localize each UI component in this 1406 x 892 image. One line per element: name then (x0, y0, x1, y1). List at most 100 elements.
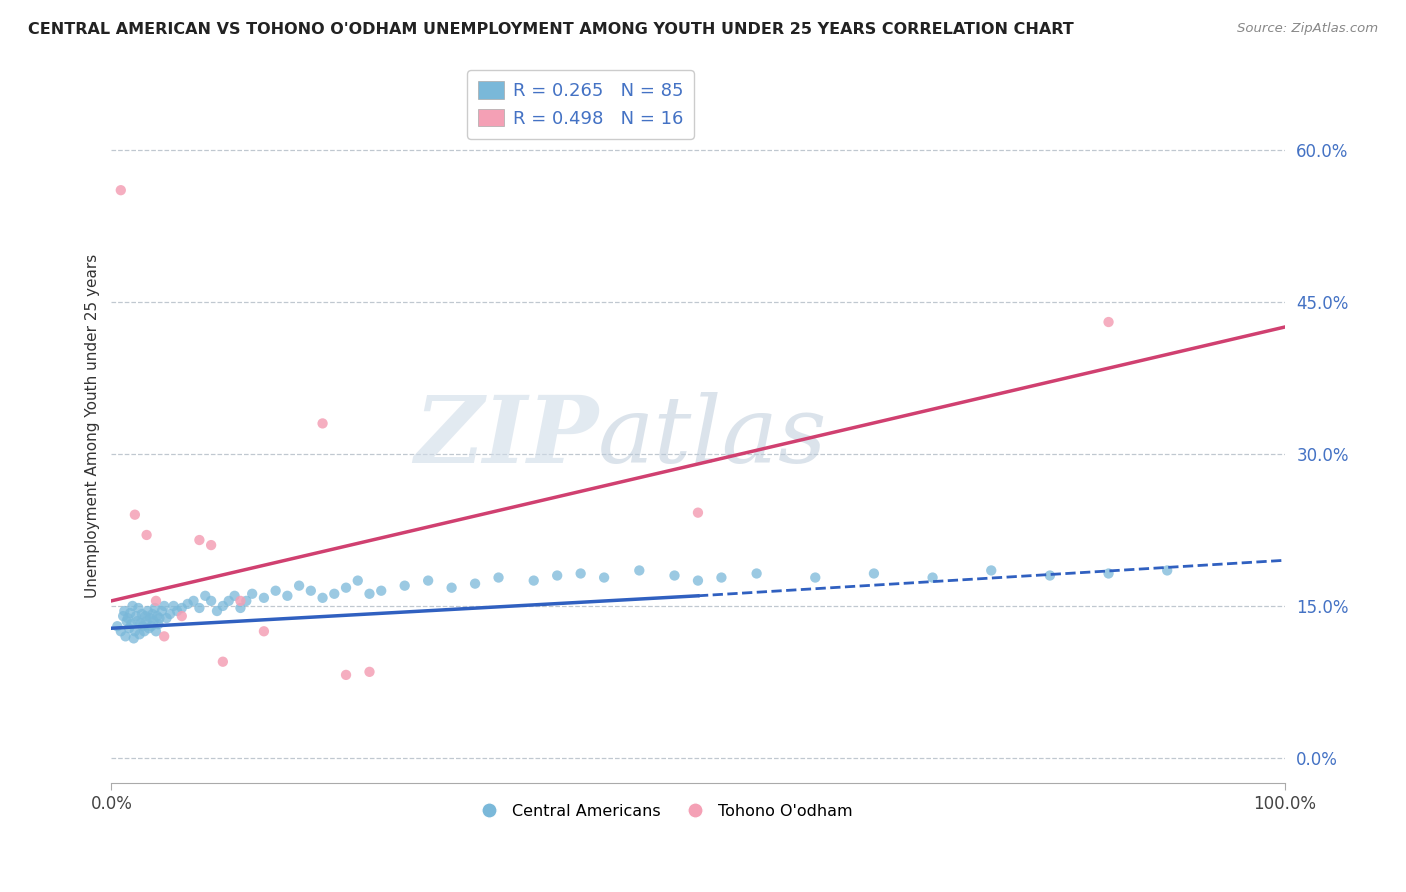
Point (148, 617, 170, 632)
Point (346, 574, 368, 588)
Point (134, 609, 156, 624)
Point (136, 604, 159, 618)
Point (145, 624, 167, 639)
Point (124, 624, 146, 639)
Point (162, 599, 184, 613)
Point (134, 624, 156, 639)
Point (170, 601, 193, 615)
Point (440, 581, 463, 595)
Point (127, 601, 149, 615)
Point (1039, 568, 1062, 582)
Point (686, 574, 709, 588)
Point (125, 609, 148, 624)
Point (394, 579, 416, 593)
Point (1097, 315, 1119, 329)
Point (253, 591, 276, 605)
Point (135, 614, 157, 628)
Point (229, 601, 252, 615)
Point (488, 570, 510, 584)
Point (114, 629, 136, 643)
Point (200, 594, 222, 608)
Point (205, 604, 228, 618)
Point (745, 566, 768, 581)
Point (229, 594, 252, 608)
Point (710, 570, 733, 584)
Point (253, 624, 276, 639)
Text: ZIP: ZIP (413, 392, 598, 482)
Point (188, 533, 211, 547)
Point (183, 594, 205, 608)
Point (628, 564, 651, 578)
Point (153, 629, 176, 643)
Point (129, 616, 152, 631)
Point (120, 617, 142, 632)
Point (128, 627, 150, 641)
Point (1097, 566, 1119, 581)
Point (132, 619, 155, 633)
Point (142, 614, 165, 628)
Point (112, 604, 135, 618)
Point (188, 601, 211, 615)
Point (153, 599, 176, 613)
Legend: Central Americans, Tohono O'odham: Central Americans, Tohono O'odham (467, 797, 859, 825)
Point (194, 589, 217, 603)
Point (335, 581, 357, 595)
Point (370, 583, 392, 598)
Point (569, 566, 592, 581)
Y-axis label: Unemployment Among Youth under 25 years: Unemployment Among Youth under 25 years (86, 254, 100, 598)
Point (546, 568, 568, 582)
Point (323, 587, 346, 601)
Point (138, 621, 160, 635)
Point (120, 606, 142, 620)
Point (212, 655, 235, 669)
Point (131, 607, 153, 621)
Text: CENTRAL AMERICAN VS TOHONO O'ODHAM UNEMPLOYMENT AMONG YOUTH UNDER 25 YEARS CORRE: CENTRAL AMERICAN VS TOHONO O'ODHAM UNEMP… (28, 22, 1074, 37)
Point (276, 589, 298, 603)
Point (359, 587, 381, 601)
Point (686, 506, 709, 520)
Text: Source: ZipAtlas.com: Source: ZipAtlas.com (1237, 22, 1378, 36)
Point (122, 632, 145, 646)
Point (150, 604, 173, 618)
Point (664, 568, 686, 582)
Point (124, 508, 146, 522)
Point (288, 579, 311, 593)
Point (418, 574, 440, 588)
Point (159, 607, 181, 621)
Point (464, 576, 486, 591)
Point (145, 594, 167, 608)
Point (110, 624, 132, 639)
Point (105, 619, 128, 633)
Point (593, 570, 616, 584)
Point (311, 591, 333, 605)
Point (115, 614, 138, 628)
Point (235, 594, 257, 608)
Point (176, 597, 198, 611)
Point (311, 417, 333, 431)
Point (335, 668, 357, 682)
Point (141, 607, 163, 621)
Point (1156, 564, 1178, 578)
Point (264, 583, 287, 598)
Point (299, 583, 322, 598)
Point (863, 566, 886, 581)
Point (980, 564, 1002, 578)
Point (141, 619, 163, 633)
Point (121, 599, 143, 613)
Point (118, 621, 141, 635)
Point (112, 609, 135, 624)
Point (135, 528, 157, 542)
Point (139, 611, 162, 625)
Point (148, 611, 170, 625)
Point (170, 609, 193, 624)
Point (110, 183, 132, 197)
Point (921, 570, 943, 584)
Point (166, 604, 188, 618)
Point (359, 665, 381, 679)
Point (200, 538, 222, 552)
Point (155, 611, 177, 625)
Point (117, 611, 139, 625)
Point (143, 601, 166, 615)
Point (523, 574, 546, 588)
Point (212, 599, 235, 613)
